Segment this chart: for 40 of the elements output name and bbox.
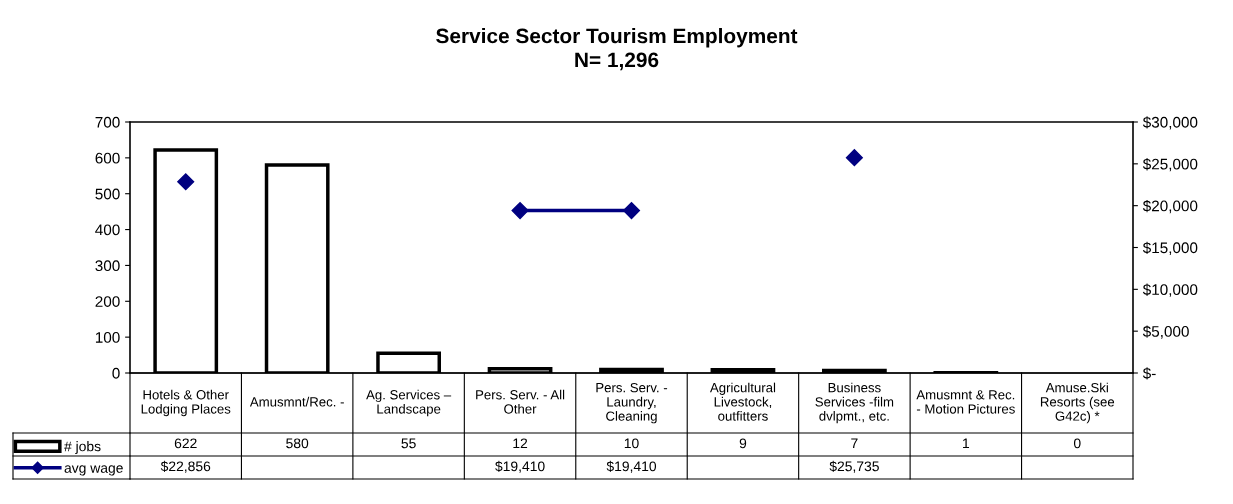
x-tick-label: Business Services -film dvlpmt., etc.: [815, 382, 894, 424]
data-label: $19,410: [495, 460, 545, 473]
y2-tick-label: $30,000: [1142, 116, 1198, 130]
data-label: 10: [624, 438, 639, 449]
data-label: 55: [401, 438, 416, 449]
legend-label: avg wage: [64, 465, 123, 476]
y-tick-label: 100: [95, 332, 120, 343]
x-tick-label: Amuse.Ski Resorts (see G42c) *: [1040, 382, 1115, 424]
chart-title: Service Sector Tourism Employment N= 1,296: [436, 28, 798, 71]
y-tick-label: 500: [95, 188, 120, 200]
data-label: 7: [851, 438, 858, 449]
data-label: 580: [286, 438, 309, 449]
data-label: 1: [963, 438, 970, 449]
y2-tick-label: $25,000: [1142, 158, 1198, 172]
y-tick-label: 200: [95, 296, 120, 307]
y2-tick-label: $20,000: [1142, 199, 1198, 214]
data-label: 12: [513, 438, 528, 449]
data-label: $22,856: [160, 460, 211, 473]
x-tick-label: Pers. Serv. - All Other: [476, 389, 565, 414]
data-label: 0: [1073, 438, 1081, 449]
legend-label: # jobs: [64, 441, 101, 455]
y2-tick-label: $10,000: [1142, 283, 1198, 297]
y2-tick-label: $15,000: [1142, 241, 1198, 255]
x-tick-label: Amusmnt & Rec. - Motion Pictures: [916, 390, 1015, 414]
x-tick-label: Pers. Serv. - Laundry, Cleaning: [596, 382, 668, 424]
y-tick-label: 700: [95, 116, 120, 128]
y-tick-label: 400: [95, 224, 120, 236]
y-tick-label: 600: [95, 152, 120, 164]
data-label: 9: [739, 438, 747, 449]
data-label: $19,410: [606, 460, 657, 473]
x-tick-label: Ag. Services – Landscape: [366, 389, 452, 417]
x-tick-label: Amusmnt/Rec. -: [249, 396, 344, 407]
x-tick-label: Agricultural Livestock, outfitters: [709, 382, 776, 421]
data-label: $25,735: [829, 460, 879, 473]
x-tick-label: Hotels & Other Lodging Places: [141, 389, 231, 417]
y2-tick-label: $5,000: [1142, 325, 1189, 339]
y2-tick-label: $-: [1142, 367, 1156, 380]
y-tick-label: 300: [95, 260, 120, 272]
y-tick-label: 0: [112, 367, 120, 379]
data-label: 622: [174, 438, 197, 449]
